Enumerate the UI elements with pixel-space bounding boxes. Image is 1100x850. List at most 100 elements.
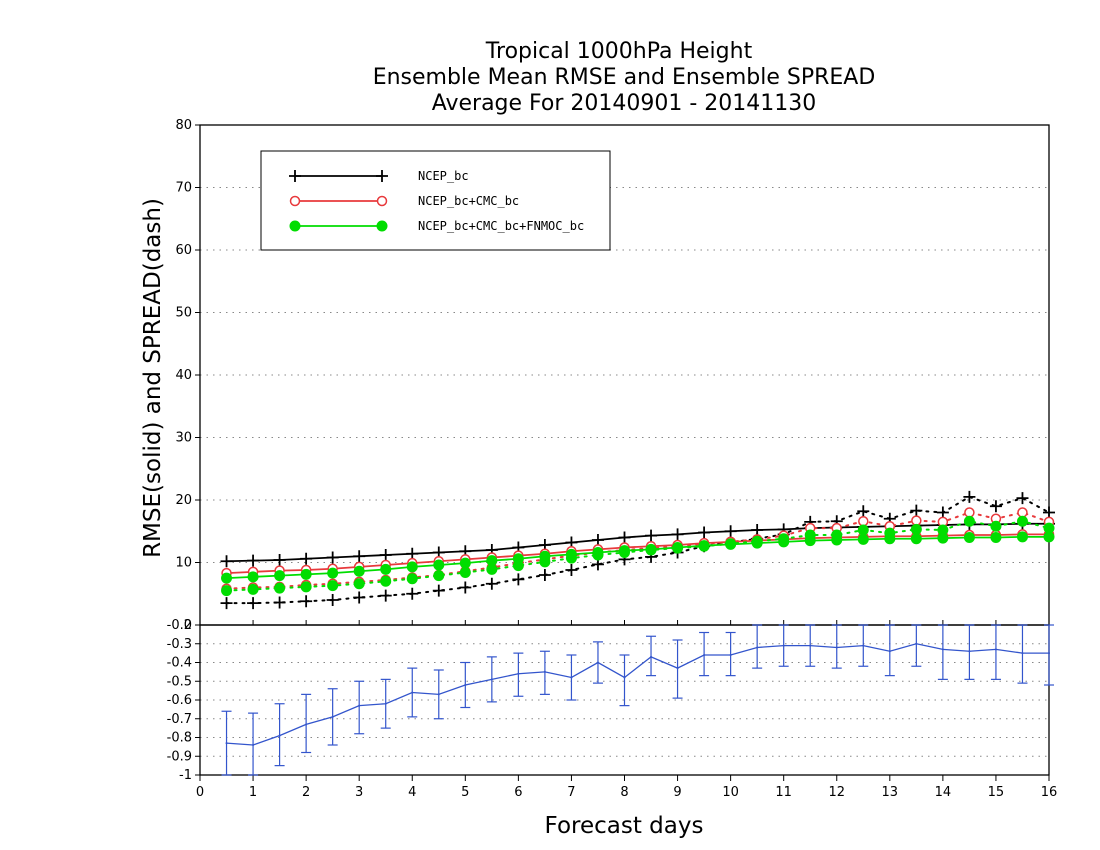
spread-point	[910, 523, 922, 535]
spread-point	[432, 584, 445, 597]
rmse-point	[671, 528, 684, 541]
rmse-point	[751, 537, 763, 549]
difference-point	[676, 667, 679, 670]
rmse-point	[353, 550, 366, 563]
rmse-point	[353, 565, 365, 577]
spread-point	[247, 597, 260, 610]
lower-y-tick-label: -1	[179, 768, 192, 783]
spread-point	[300, 581, 312, 593]
rmse-point	[273, 554, 286, 566]
spread-point	[220, 597, 233, 610]
difference-point	[623, 676, 626, 679]
difference-point	[703, 654, 706, 656]
spread-point	[936, 506, 949, 519]
spread-point	[273, 596, 286, 609]
legend-marker-left	[289, 195, 301, 207]
x-tick-label: 13	[882, 785, 899, 800]
difference-point	[384, 702, 387, 705]
rmse-point	[910, 533, 922, 545]
legend-marker-right	[376, 220, 388, 232]
x-tick-label: 1	[249, 785, 257, 800]
difference-point	[862, 644, 865, 647]
x-tick-label: 5	[461, 785, 469, 800]
legend-marker-right	[376, 195, 388, 207]
chart-title-line-3: Average For 20140901 - 20141130	[432, 91, 817, 116]
x-tick-label: 2	[302, 785, 310, 800]
difference-point	[756, 646, 759, 649]
spread-point	[379, 589, 392, 602]
spread-point	[858, 516, 869, 527]
spread-point	[274, 582, 286, 594]
spread-point	[433, 570, 445, 582]
x-tick-label: 11	[775, 785, 792, 800]
upper-y-tick-label: 40	[175, 368, 192, 383]
spread-point	[538, 569, 551, 581]
difference-point	[331, 715, 334, 718]
x-tick-label: 14	[935, 785, 952, 800]
x-axis-label: Forecast days	[545, 813, 704, 839]
rmse-point	[300, 568, 312, 580]
rmse-point	[459, 557, 471, 569]
rmse-point	[884, 533, 896, 545]
lower-series-layer	[221, 624, 1054, 776]
difference-line	[226, 643, 1049, 746]
spread-point	[512, 573, 525, 586]
difference-point	[464, 684, 467, 686]
spread-point	[1017, 507, 1028, 518]
legend-item-1: NCEP_bc+CMC_bc	[289, 194, 519, 208]
difference-point	[278, 734, 281, 737]
difference-point	[543, 670, 546, 673]
rmse-point	[645, 543, 657, 555]
rmse-point	[326, 551, 339, 564]
rmse-line	[226, 533, 1049, 575]
legend: NCEP_bc NCEP_bc+CMC_bc NCEP_bc+CMC_bc+FNMO…	[260, 150, 611, 251]
rmse-point	[698, 526, 711, 539]
rmse-point	[406, 547, 419, 560]
difference-point	[729, 654, 732, 656]
x-tick-label: 12	[828, 785, 845, 800]
rmse-point	[592, 547, 604, 558]
spread-point	[406, 573, 418, 585]
difference-point	[596, 661, 599, 664]
rmse-point	[1043, 531, 1055, 543]
rmse-point	[379, 549, 392, 561]
rmse-point	[1016, 531, 1028, 543]
rmse-point	[724, 525, 737, 538]
difference-point	[225, 742, 228, 745]
difference-point	[358, 704, 361, 707]
lower-y-tick-label: -0.3	[167, 637, 192, 652]
rmse-point	[486, 555, 498, 567]
spread-point	[353, 578, 365, 590]
rmse-point	[937, 532, 949, 544]
lower-y-tick-label: -0.6	[167, 693, 192, 708]
spread-point	[1016, 515, 1028, 527]
spread-point	[485, 577, 498, 590]
upper-y-tick-label: 20	[175, 493, 192, 508]
rmse-point	[645, 529, 658, 542]
y-axis-label: RMSE(solid) and SPREAD(dash)	[140, 198, 166, 558]
difference-point	[888, 650, 891, 653]
spread-point	[565, 564, 578, 576]
lower-y-tick-label: -0.8	[167, 731, 192, 746]
spread-point	[459, 567, 471, 578]
upper-y-tick-label: 70	[175, 181, 192, 196]
rmse-point	[247, 554, 260, 567]
x-axis: 0 1 2 3 4 5 6 7 8 9 10 11 12 13 14 15 16	[196, 620, 1057, 800]
difference-point	[809, 644, 812, 647]
spread-point	[221, 585, 233, 597]
upper-y-tick-label: 60	[175, 243, 192, 258]
difference-point	[968, 650, 971, 653]
rmse-point	[300, 552, 313, 565]
legend-item-0: NCEP_bc	[289, 169, 469, 183]
difference-point	[941, 648, 944, 651]
rmse-point	[380, 563, 392, 575]
legend-label: NCEP_bc+CMC_bc+FNMOC_bc	[418, 219, 584, 233]
rmse-point	[221, 572, 233, 584]
rmse-point	[857, 533, 869, 545]
spread-point	[911, 515, 922, 526]
rmse-point	[433, 559, 445, 571]
x-tick-label: 10	[722, 785, 739, 800]
x-tick-label: 4	[408, 785, 416, 800]
spread-point	[989, 500, 1002, 513]
